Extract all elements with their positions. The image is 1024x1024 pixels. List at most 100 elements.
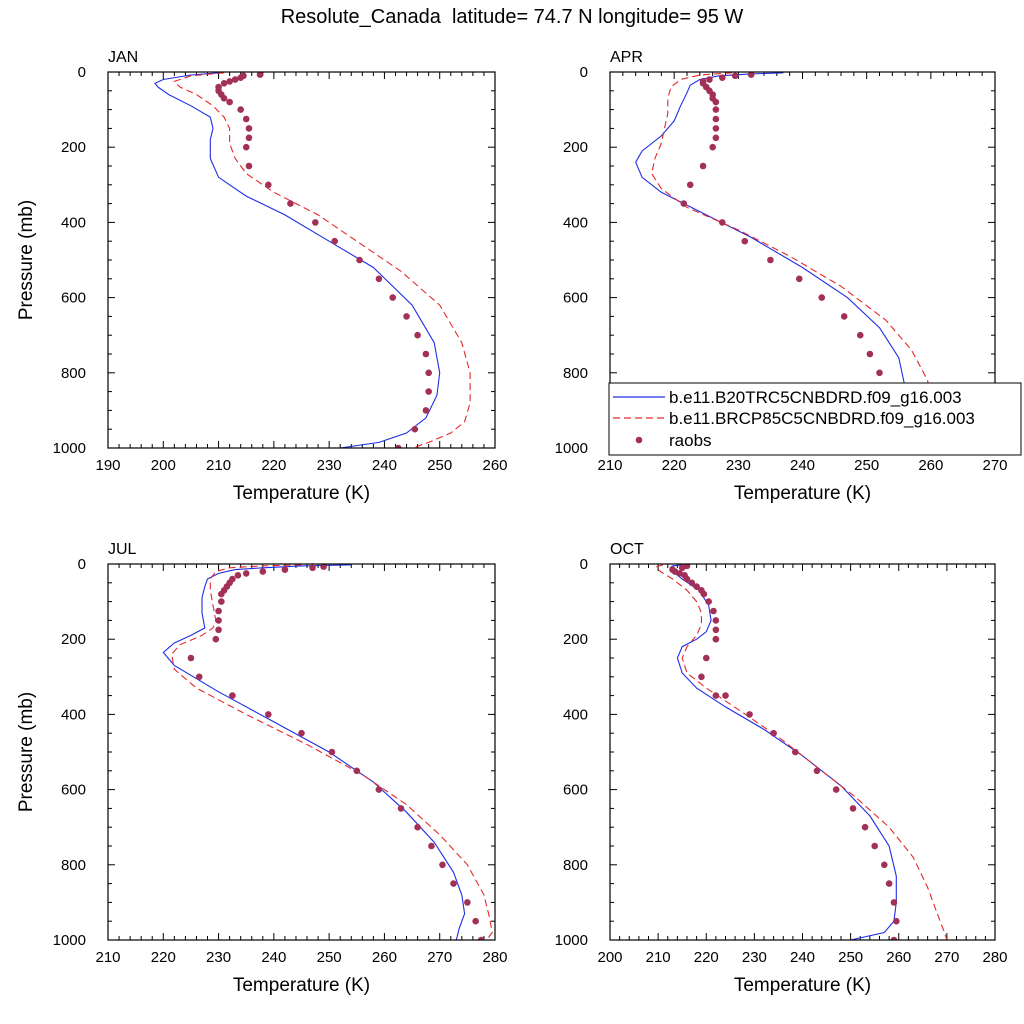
plot-frame-oct [609, 563, 996, 941]
raobs-point [331, 237, 338, 245]
series-raobs-points [669, 564, 900, 940]
raobs-point [375, 786, 383, 793]
raobs-point [712, 106, 720, 113]
series-brcp85-line [171, 564, 493, 940]
raobs-point [242, 570, 250, 577]
raobs-point [871, 842, 878, 850]
raobs-point [705, 598, 712, 605]
y-tick-label: 0 [580, 64, 588, 81]
raobs-point [876, 369, 883, 377]
x-tick-label: 250 [838, 949, 863, 966]
y-tick-label: 800 [563, 365, 588, 382]
plot-area-jan [154, 72, 471, 448]
x-tick-label: 190 [95, 457, 120, 474]
x-tick-label: 260 [372, 949, 397, 966]
raobs-point [215, 607, 222, 615]
y-tick-label: 0 [78, 64, 86, 81]
x-tick-label: 250 [317, 949, 342, 966]
raobs-point [439, 861, 446, 869]
raobs-point [414, 823, 421, 831]
y-tick-label: 800 [61, 857, 86, 874]
raobs-point [237, 106, 244, 113]
legend-label: b.e11.B20TRC5CNBDRD.f09_g16.003 [669, 388, 962, 407]
raobs-point [212, 635, 220, 643]
x-axis-label: Temperature (K) [233, 975, 370, 996]
x-tick-label: 240 [790, 949, 815, 966]
raobs-point [226, 78, 233, 85]
x-tick-label: 240 [790, 457, 815, 474]
raobs-point [425, 369, 432, 377]
figure-title: Resolute_Canada latitude= 74.7 N longitu… [280, 6, 744, 28]
y-tick-label: 200 [61, 139, 86, 156]
panel-label: JUL [108, 541, 137, 558]
x-tick-label: 250 [427, 457, 452, 474]
y-tick-label: 800 [563, 857, 588, 874]
raobs-point [414, 331, 421, 339]
raobs-point [741, 237, 749, 245]
x-tick-label: 260 [918, 457, 943, 474]
x-axis-label: Temperature (K) [734, 483, 871, 504]
legend-label: b.e11.BRCP85C5CNBDRD.f09_g16.003 [669, 409, 975, 428]
raobs-point [218, 598, 225, 605]
raobs-point [245, 125, 253, 132]
raobs-point [731, 72, 739, 80]
series-raobs-points [215, 72, 432, 448]
raobs-point [791, 748, 799, 756]
x-tick-label: 210 [597, 457, 622, 474]
y-tick-label: 1000 [555, 932, 588, 949]
plot-frame-jan [107, 71, 496, 449]
x-tick-label: 240 [261, 949, 286, 966]
panels: JAN 190 200 210 220 230 240 250 260 0 200 400 600 800… [16, 49, 1008, 996]
x-tick-label: 210 [206, 457, 231, 474]
legend-marker-raobs [635, 436, 643, 444]
raobs-point [375, 275, 383, 283]
raobs-point [428, 842, 435, 850]
raobs-point [767, 256, 774, 264]
raobs-point [422, 407, 430, 414]
raobs-point [710, 607, 717, 615]
raobs-point [226, 98, 233, 106]
raobs-point [712, 125, 720, 132]
raobs-point [215, 626, 222, 634]
y-tick-label: 1000 [53, 932, 86, 949]
raobs-point [397, 805, 405, 812]
raobs-point [747, 72, 755, 78]
raobs-point [477, 936, 485, 940]
raobs-point [699, 162, 707, 170]
raobs-point [840, 313, 848, 320]
x-tick-label: 280 [982, 949, 1007, 966]
x-tick-label: 260 [886, 949, 911, 966]
x-tick-label: 230 [317, 457, 342, 474]
x-tick-label: 210 [646, 949, 671, 966]
raobs-point [832, 786, 840, 793]
raobs-point [472, 917, 479, 925]
y-tick-label: 200 [563, 139, 588, 156]
raobs-point [245, 134, 253, 142]
panel-jul: JUL 210 220 230 240 250 260 270 280 0 200 400 600 800… [16, 541, 508, 996]
y-tick-label: 200 [61, 631, 86, 648]
x-tick-label: 270 [427, 949, 452, 966]
x-tick-label: 200 [151, 457, 176, 474]
y-tick-label: 0 [78, 556, 86, 573]
raobs-point [856, 331, 864, 339]
series-b20trc-line [669, 564, 897, 940]
raobs-point [281, 566, 289, 573]
y-tick-label: 800 [61, 365, 86, 382]
raobs-point [265, 181, 272, 189]
x-tick-label: 210 [95, 949, 120, 966]
raobs-point [890, 936, 898, 940]
raobs-point [680, 200, 688, 207]
series-brcp85-line [173, 72, 471, 448]
raobs-point [422, 350, 430, 358]
plot-area-oct [654, 564, 948, 940]
plot-area-jul [162, 564, 493, 940]
raobs-point [881, 861, 888, 869]
raobs-point [218, 590, 225, 598]
raobs-point [706, 76, 713, 83]
legend-box [608, 382, 1022, 456]
raobs-point [718, 219, 726, 226]
y-tick-label: 1000 [555, 440, 588, 457]
raobs-point [245, 162, 253, 170]
raobs-point [356, 256, 363, 264]
x-tick-label: 230 [726, 457, 751, 474]
